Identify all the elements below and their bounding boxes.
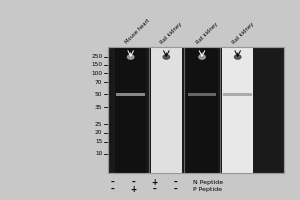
Text: 15: 15 (95, 139, 102, 144)
Bar (186, 47, 218, 173)
Text: Rat kidney: Rat kidney (160, 21, 183, 45)
Text: 70: 70 (95, 80, 102, 85)
Text: N Peptide: N Peptide (193, 180, 223, 185)
Text: +: + (130, 185, 137, 194)
Bar (116, 93, 145, 96)
Text: Rat kidney: Rat kidney (196, 21, 219, 45)
Bar (188, 93, 216, 96)
Text: 50: 50 (95, 92, 102, 97)
Text: –: – (153, 185, 156, 194)
Bar (223, 93, 252, 96)
Text: –: – (111, 178, 115, 187)
Text: 20: 20 (95, 130, 102, 135)
Bar (151, 47, 182, 173)
Circle shape (163, 55, 170, 59)
Text: –: – (132, 178, 136, 187)
Bar (115, 47, 146, 173)
Bar (222, 47, 253, 173)
Circle shape (128, 55, 134, 59)
Text: –: – (111, 185, 115, 194)
Text: 25: 25 (95, 122, 102, 127)
Bar (108, 47, 284, 173)
Text: Mouse heart: Mouse heart (124, 18, 151, 45)
Text: 35: 35 (95, 105, 102, 110)
Text: P Peptide: P Peptide (193, 187, 222, 192)
Text: 250: 250 (91, 54, 102, 59)
Circle shape (199, 55, 205, 59)
Circle shape (235, 55, 241, 59)
Text: –: – (173, 185, 177, 194)
Text: 150: 150 (91, 62, 102, 67)
Text: –: – (173, 178, 177, 187)
Text: +: + (151, 178, 158, 187)
Bar (108, 47, 284, 173)
Text: 100: 100 (91, 71, 102, 76)
Text: 10: 10 (95, 151, 102, 156)
Text: Rat kidney: Rat kidney (231, 21, 255, 45)
